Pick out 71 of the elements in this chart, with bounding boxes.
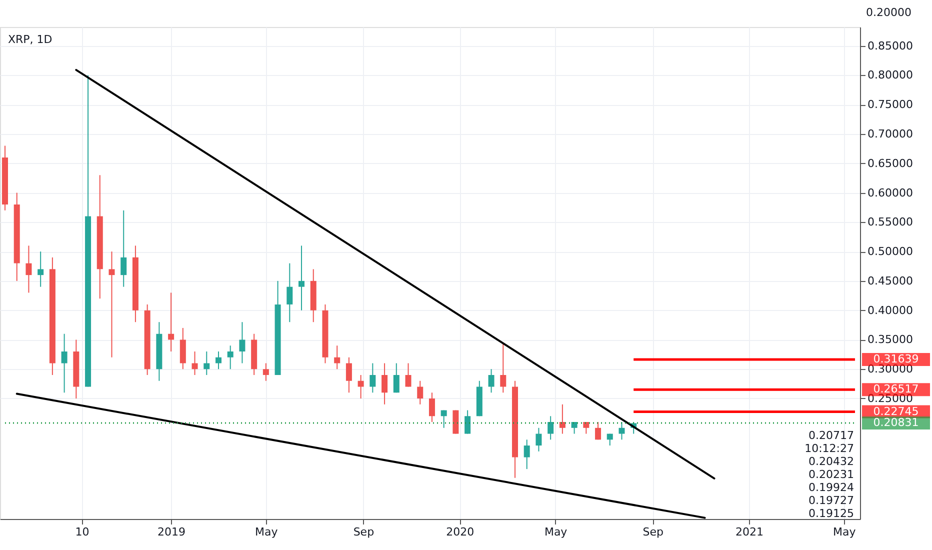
candlestick [452, 410, 459, 434]
ref-line-label: 0.20831 [873, 416, 919, 430]
y-tick-label: 0.65000 [868, 156, 913, 170]
candlestick [120, 210, 127, 288]
candlestick [26, 245, 32, 294]
x-tick-label: 2020 [446, 526, 474, 538]
annotation: 0.20717 [808, 429, 854, 442]
candlestick [417, 380, 424, 405]
candlestick [464, 410, 471, 434]
x-tick-label: 10 [75, 526, 90, 538]
candlestick [370, 362, 376, 394]
candlestick [108, 251, 115, 358]
candlestick [262, 362, 269, 382]
candlestick [334, 345, 340, 370]
candlestick [239, 322, 246, 364]
candlestick [227, 345, 234, 370]
y-tick-label: 0.60000 [868, 186, 913, 200]
candlestick [393, 362, 400, 394]
y-tick-label: 0.25000 [868, 392, 913, 405]
y-tick-label: 0.70000 [868, 127, 913, 140]
candlestick [618, 422, 625, 440]
y-tick-label: 0.80000 [868, 68, 913, 82]
x-tick-label: May [255, 526, 278, 538]
annotation: 0.19125 [808, 507, 854, 520]
y-tick-label: 0.35000 [868, 333, 913, 346]
candlestick [559, 404, 566, 434]
y-tick-label: 0.40000 [868, 304, 913, 317]
candlestick [168, 292, 174, 352]
annotation: 0.19924 [808, 481, 854, 494]
candlestick [571, 422, 578, 434]
candlestick [61, 333, 68, 394]
candlestick [286, 262, 293, 323]
candlestick [382, 362, 388, 405]
y-tick-label: 0.85000 [868, 39, 913, 52]
y-tick-label: 0.75000 [868, 98, 913, 112]
candlestick [405, 362, 412, 388]
candlestick [548, 416, 554, 440]
annotation: 10:12:27 [804, 442, 854, 455]
candlestick [204, 350, 210, 376]
y-tick-label: 0.45000 [868, 274, 913, 288]
text: XRP, 1D [8, 33, 52, 46]
x-tick-label: May [833, 526, 856, 538]
annotation: 0.20231 [808, 468, 854, 481]
candlestick [346, 356, 352, 394]
candlestick [192, 350, 198, 376]
candlestick [215, 350, 222, 370]
text: 0.20000 [866, 6, 912, 19]
candlestick [595, 422, 602, 440]
candlestick [524, 439, 530, 470]
candlestick [38, 251, 44, 288]
candlestick [298, 245, 305, 311]
y-tick-label: 0.50000 [868, 245, 913, 258]
x-tick-label: May [544, 526, 568, 538]
candlestick [428, 392, 435, 423]
candlestick [583, 422, 590, 434]
y-tick-label: 0.30000 [868, 362, 913, 376]
annotation: 0.20432 [808, 455, 854, 468]
candlestick [440, 410, 447, 428]
candlestick [180, 327, 186, 370]
x-tick-label: Sep [642, 526, 664, 538]
ref-line-label: 0.31639 [873, 352, 919, 366]
y-tick-label: 0.55000 [868, 216, 913, 229]
candlestick [500, 342, 506, 394]
ref-line-label: 0.22745 [873, 404, 919, 418]
x-tick-label: Sep [353, 526, 374, 538]
x-tick-label: 2021 [736, 526, 764, 538]
candlestick [536, 427, 542, 452]
candlestick [358, 374, 364, 399]
candlestick [488, 368, 494, 394]
x-tick-label: 2019 [158, 526, 186, 538]
annotation: 0.19727 [808, 494, 854, 507]
